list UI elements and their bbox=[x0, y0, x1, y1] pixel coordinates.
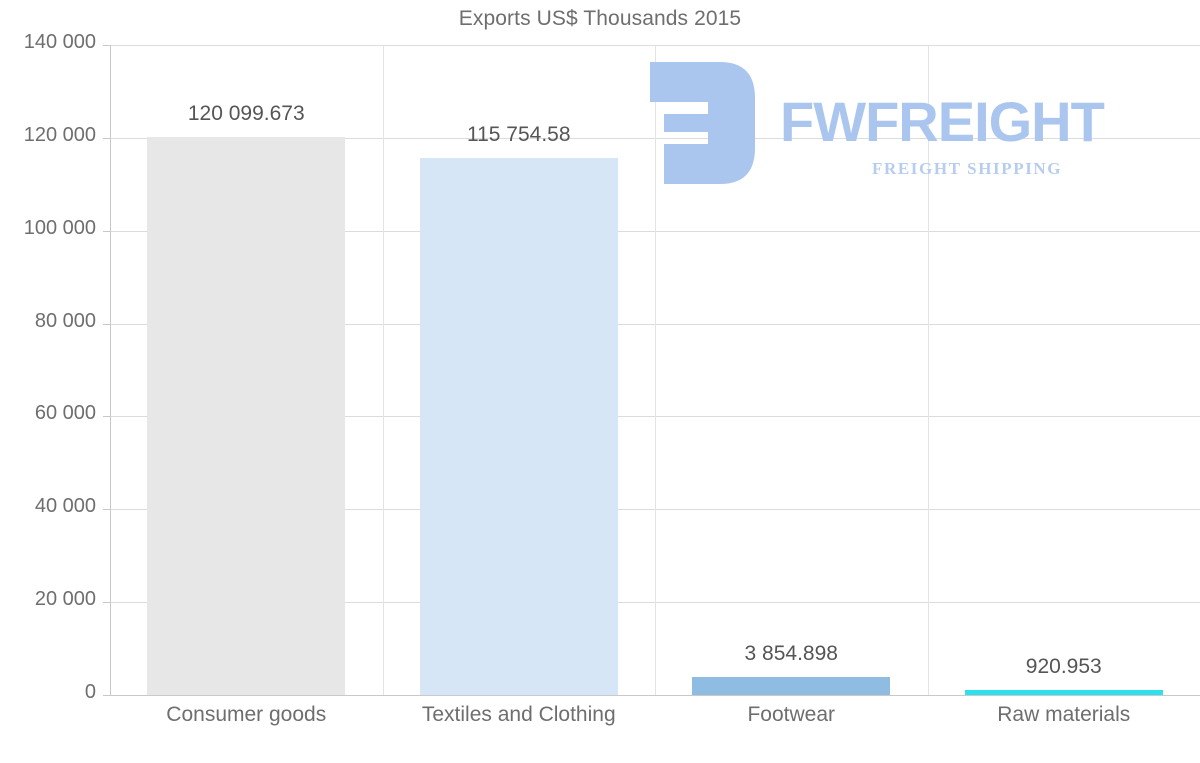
y-axis-tick-label: 60 000 bbox=[34, 402, 96, 425]
x-axis-category-label: Textiles and Clothing bbox=[421, 703, 616, 726]
bar[interactable] bbox=[419, 157, 618, 695]
y-axis-tick-mark bbox=[103, 323, 110, 325]
y-axis-tick-mark bbox=[103, 230, 110, 232]
y-axis-tick-label: 140 000 bbox=[23, 31, 96, 53]
chart-title: Exports US$ Thousands 2015 bbox=[458, 7, 742, 30]
x-axis-line bbox=[110, 695, 1200, 696]
y-axis-tick-mark bbox=[103, 602, 110, 604]
plot-area: 140 000 120 000 100 000 80 000 60 000 40 000 2… bbox=[24, 31, 1200, 726]
y-axis-tick-mark bbox=[103, 137, 110, 139]
gridline-vertical bbox=[928, 45, 929, 695]
x-axis-category-label: Footwear bbox=[747, 703, 836, 726]
y-axis-tick-label: 20 000 bbox=[34, 588, 96, 611]
bar[interactable] bbox=[964, 690, 1163, 695]
bar-value-label: 115 754.58 bbox=[466, 122, 571, 146]
y-axis-tick-mark bbox=[103, 416, 110, 418]
y-axis-tick-label: 120 000 bbox=[23, 123, 96, 146]
gridline-vertical bbox=[655, 45, 656, 695]
bar-value-label: 920.953 bbox=[1025, 655, 1102, 678]
y-axis-tick-label: 100 000 bbox=[23, 216, 96, 239]
y-axis-tick-mark bbox=[103, 509, 110, 511]
y-axis-tick-label: 0 bbox=[84, 681, 96, 703]
y-axis-line bbox=[110, 45, 111, 696]
y-axis-tick-label: 40 000 bbox=[34, 495, 96, 518]
bar-value-label: 120 099.673 bbox=[187, 102, 305, 126]
bar[interactable] bbox=[692, 677, 891, 695]
y-axis-tick-label: 80 000 bbox=[34, 309, 96, 332]
bar[interactable] bbox=[147, 137, 346, 695]
x-axis-category-label: Raw materials bbox=[997, 703, 1131, 726]
x-axis-category-label: Consumer goods bbox=[166, 703, 327, 726]
y-axis-tick-mark bbox=[103, 695, 110, 696]
gridline-vertical bbox=[383, 45, 384, 695]
y-axis-tick-mark bbox=[103, 45, 110, 46]
bar-value-label: 3 854.898 bbox=[744, 642, 838, 666]
